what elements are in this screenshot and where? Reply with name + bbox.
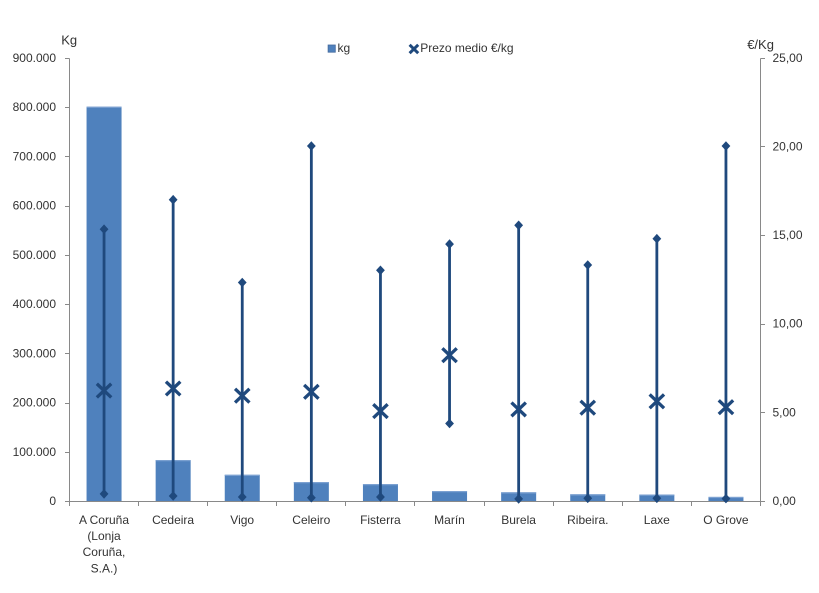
svg-text:700.000: 700.000	[13, 149, 57, 163]
svg-text:20,00: 20,00	[773, 140, 803, 154]
svg-text:Burela: Burela	[501, 513, 536, 527]
svg-text:900.000: 900.000	[13, 51, 57, 65]
svg-text:200.000: 200.000	[13, 396, 57, 410]
svg-text:10,00: 10,00	[773, 317, 803, 331]
svg-text:Vigo: Vigo	[230, 513, 254, 527]
svg-text:100.000: 100.000	[13, 445, 57, 459]
svg-text:Kg: Kg	[61, 33, 77, 48]
svg-text:Marín: Marín	[434, 513, 465, 527]
svg-text:0,00: 0,00	[773, 494, 797, 508]
svg-text:(Lonja: (Lonja	[87, 529, 121, 543]
svg-text:Cedeira: Cedeira	[152, 513, 194, 527]
svg-text:Prezo medio €/kg: Prezo medio €/kg	[420, 41, 513, 55]
svg-text:800.000: 800.000	[13, 100, 57, 114]
svg-text:0: 0	[49, 494, 56, 508]
svg-text:Laxe: Laxe	[644, 513, 670, 527]
svg-text:25,00: 25,00	[773, 51, 803, 65]
svg-text:Ribeira.: Ribeira.	[567, 513, 608, 527]
svg-text:A Coruña: A Coruña	[79, 513, 129, 527]
svg-text:400.000: 400.000	[13, 297, 57, 311]
svg-text:300.000: 300.000	[13, 346, 57, 360]
svg-text:Coruña,: Coruña,	[83, 545, 126, 559]
svg-text:S.A.): S.A.)	[91, 561, 118, 575]
svg-text:kg: kg	[338, 41, 351, 55]
svg-text:O Grove: O Grove	[703, 513, 749, 527]
svg-text:15,00: 15,00	[773, 228, 803, 242]
svg-text:Celeiro: Celeiro	[292, 513, 330, 527]
svg-text:Fisterra: Fisterra	[360, 513, 401, 527]
svg-text:600.000: 600.000	[13, 199, 57, 213]
svg-text:500.000: 500.000	[13, 248, 57, 262]
svg-text:5,00: 5,00	[773, 405, 797, 419]
svg-text:€/Kg: €/Kg	[747, 37, 774, 52]
